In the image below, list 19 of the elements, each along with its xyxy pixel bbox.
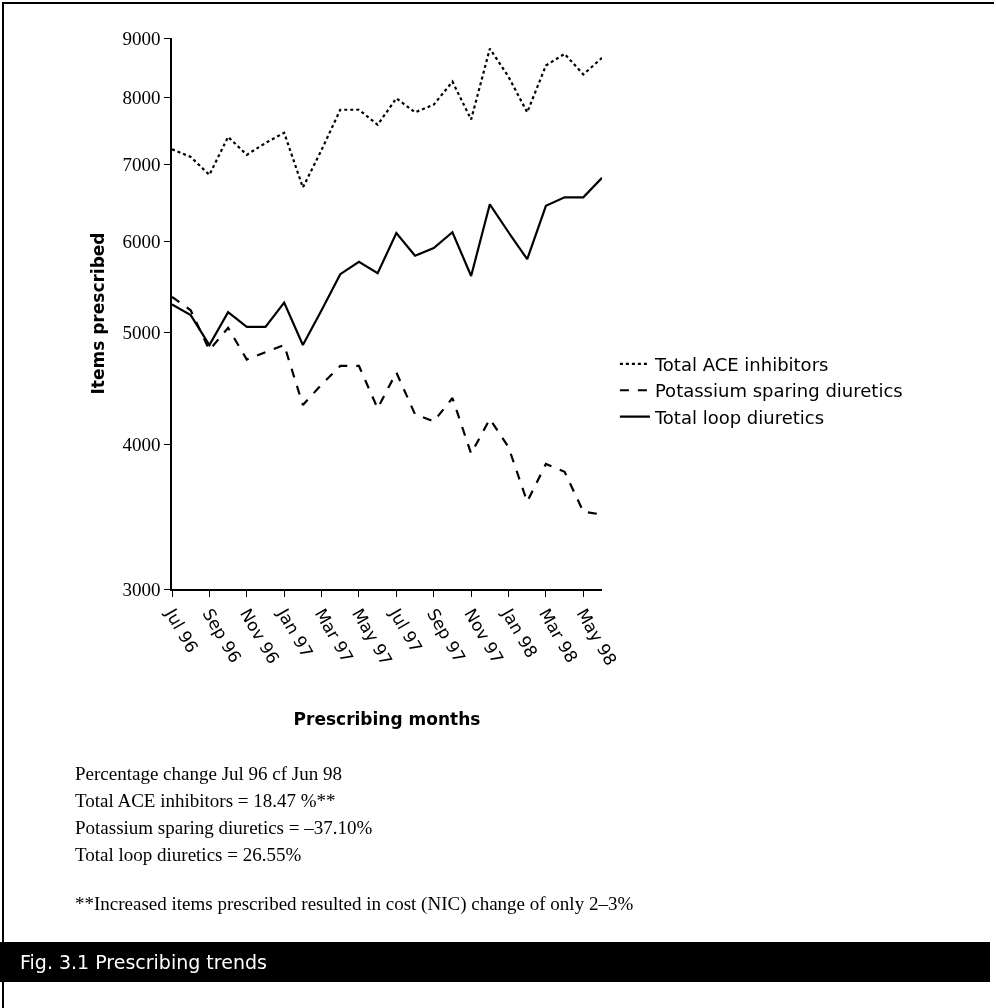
legend-label: Total loop diuretics (653, 406, 825, 428)
y-axis-title: Items prescribed (87, 232, 108, 395)
y-tick-label: 7000 (122, 153, 161, 175)
y-tick-label: 6000 (122, 231, 161, 253)
text: **Increased items prescribed resulted in cost (NIC) change of only 2–3% (75, 892, 634, 916)
x-tick-label: Jul 96 (160, 604, 203, 657)
text: Percentage change Jul 96 cf Jun 98 (75, 762, 343, 786)
text: Total ACE inhibitors = 18.47 %** (75, 789, 337, 813)
legend-label: Potassium sparing diuretics (654, 380, 903, 402)
y-tick-label: 8000 (122, 86, 161, 108)
text: Total loop diuretics = 26.55% (75, 843, 303, 867)
y-tick-label: 3000 (122, 578, 161, 600)
y-tick-label: 4000 (122, 434, 161, 456)
y-tick-label: 5000 (122, 322, 161, 344)
legend-label: Total ACE inhibitors (653, 353, 829, 375)
text: Potassium sparing diuretics = –37.10% (75, 816, 374, 840)
text: Fig. 3.1 Prescribing trends (0, 942, 990, 982)
y-tick-label: 9000 (122, 27, 161, 49)
x-axis-title: Prescribing months (293, 708, 481, 729)
